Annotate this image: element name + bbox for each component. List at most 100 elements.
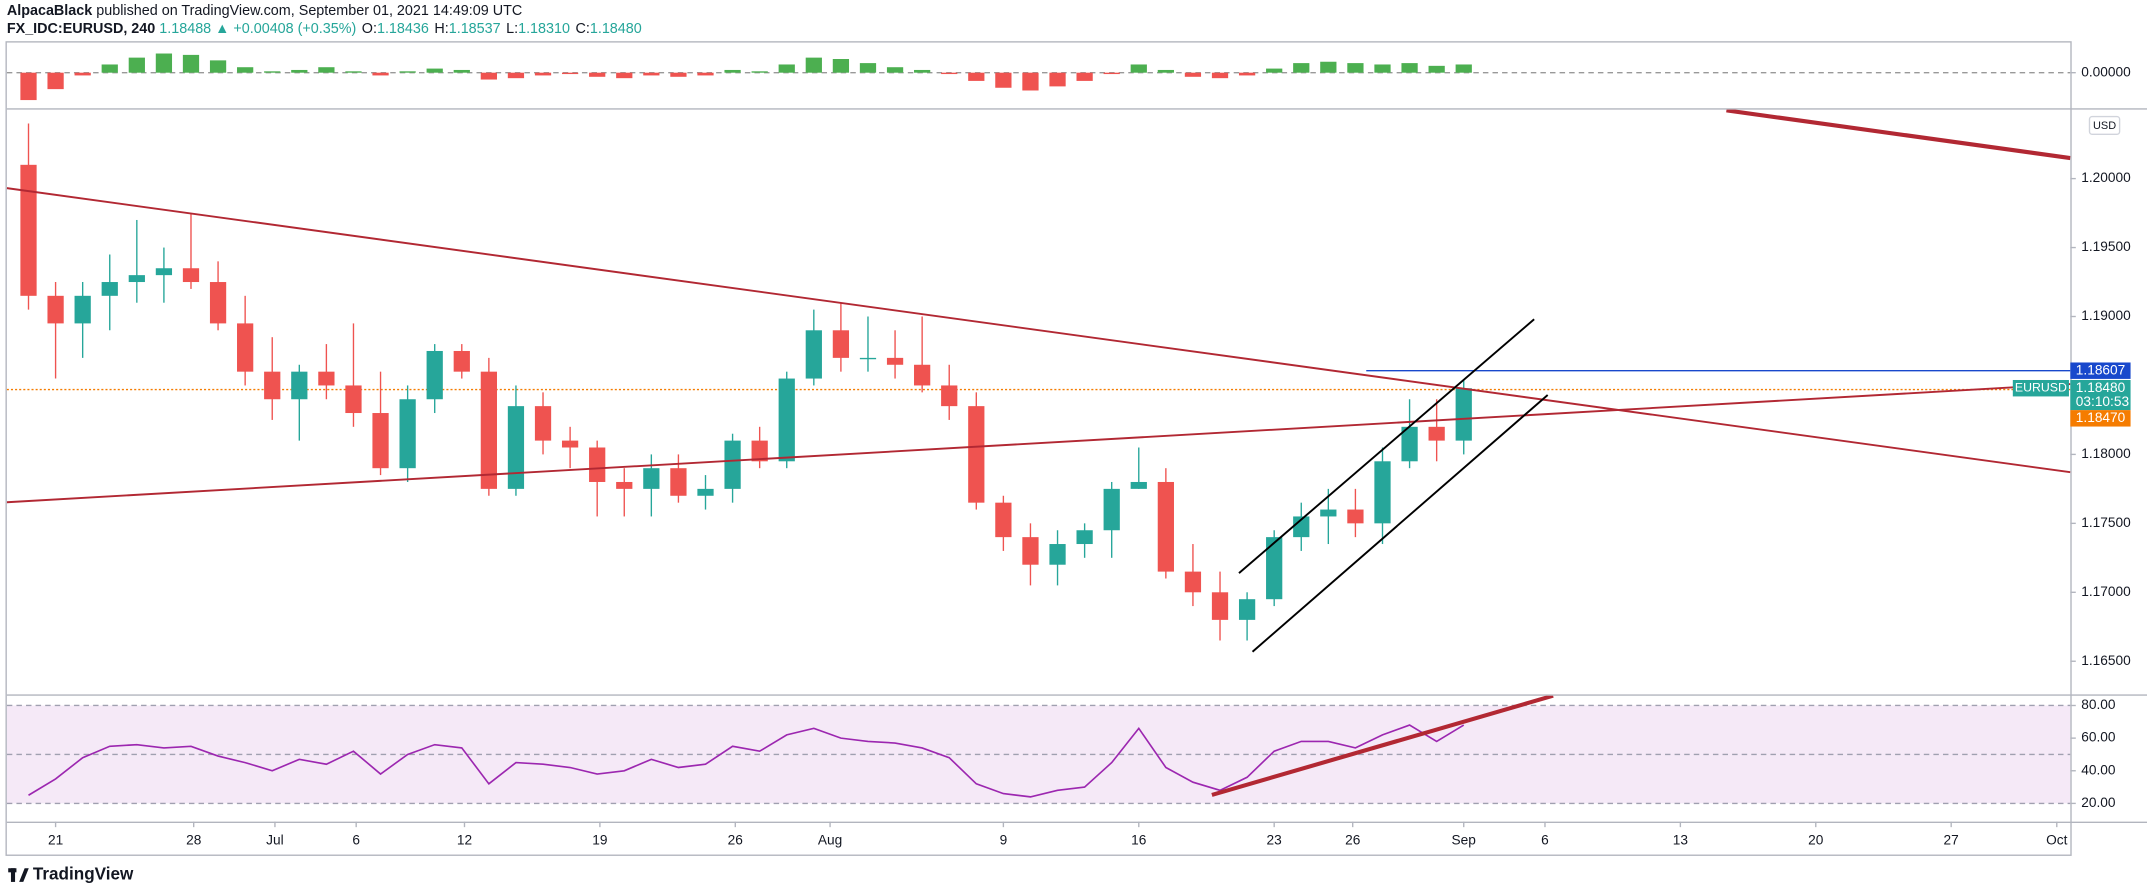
candle-body: [805, 330, 822, 379]
histogram-bar: [914, 69, 931, 73]
x-tick-label: 16: [1131, 832, 1147, 847]
histogram-bar: [751, 71, 768, 73]
candle-body: [1022, 537, 1039, 565]
candle-body: [914, 364, 931, 386]
candle-body: [534, 406, 552, 441]
candle-body: [209, 282, 227, 324]
candle-body: [1103, 488, 1120, 531]
histogram-bar: [453, 69, 470, 73]
candle-body: [264, 371, 281, 400]
candle-body: [1293, 516, 1310, 538]
candle-body: [1238, 599, 1256, 620]
price-label-box: [2070, 410, 2131, 427]
symbol-tag-label: EURUSD: [2015, 380, 2067, 394]
candle-body: [47, 295, 64, 324]
candle-body: [1130, 481, 1147, 489]
histogram-bar: [426, 68, 443, 73]
symbol-line: FX_IDC:EURUSD, 240 1.18488 ▲ +0.00408 (+…: [7, 21, 642, 37]
histogram-bar: [589, 72, 606, 77]
candle-body: [237, 323, 254, 372]
price-label: 1.18480: [2076, 380, 2126, 395]
histogram-bar: [182, 54, 200, 73]
histogram-bar: [886, 67, 904, 73]
symbol-tag: [2012, 379, 2069, 397]
histogram-bar: [616, 72, 633, 79]
candle-body: [670, 468, 687, 496]
footer-brand: TradingView: [33, 865, 134, 884]
x-tick-label: Oct: [2046, 832, 2067, 847]
y-tick-label: 80.00: [2081, 697, 2116, 712]
logo: [8, 868, 29, 882]
histogram-bar: [128, 57, 145, 73]
symbol: FX_IDC:EURUSD, 240: [7, 21, 155, 37]
y-tick-label: 1.20000: [2081, 170, 2131, 185]
pane: [6, 53, 2071, 101]
candle-body: [318, 371, 335, 386]
x-tick-label: 28: [186, 832, 202, 847]
candle-body: [616, 481, 633, 489]
x-tick-label: 27: [1944, 832, 1959, 847]
x-tick-label: 26: [1345, 832, 1361, 847]
histogram-bar: [995, 72, 1012, 88]
x-tick-label: 20: [1808, 832, 1824, 847]
candle-body: [1184, 571, 1202, 593]
candle-body: [778, 378, 795, 462]
ohlc-value: 1.18537: [449, 21, 501, 37]
logo-part: [19, 868, 29, 882]
ohlc-key: O:: [362, 21, 377, 37]
candle-body: [155, 268, 173, 276]
candle-body: [372, 413, 389, 469]
candle-body: [1076, 530, 1093, 545]
trend-line: [1251, 394, 1549, 653]
trend-line: [6, 383, 2071, 504]
ohlc-key: C:: [575, 21, 589, 37]
frame: [5, 41, 2072, 856]
histogram-bar: [1076, 72, 1093, 81]
candle-body: [74, 295, 91, 324]
author: AlpacaBlack: [7, 3, 92, 19]
y-tick-label: 1.17000: [2081, 584, 2131, 599]
histogram-bar: [561, 72, 579, 75]
candle-body: [643, 468, 660, 489]
pane: [6, 695, 2071, 805]
candle-body: [589, 447, 606, 482]
histogram-bar: [1455, 64, 1472, 73]
histogram-bar: [941, 72, 958, 75]
x-tick-label: Jul: [266, 832, 284, 847]
histogram-bar: [1374, 64, 1391, 73]
candle-body: [20, 164, 37, 296]
candle-body: [101, 282, 118, 296]
price-label-box: [2070, 379, 2131, 411]
histogram-bar: [805, 57, 822, 73]
candle-body: [507, 406, 525, 489]
y-tick-label: 1.19000: [2081, 308, 2131, 323]
publisher: AlpacaBlack published on TradingView.com…: [7, 3, 522, 19]
x-tick-label: Aug: [818, 832, 842, 847]
histogram-bar: [237, 67, 254, 73]
candle-body: [1347, 509, 1364, 524]
histogram-bar: [507, 72, 525, 79]
price-label-box: [2070, 362, 2131, 379]
histogram-bar: [264, 71, 281, 73]
candle-body: [886, 357, 904, 365]
pane: [6, 109, 2071, 653]
candle-body: [1428, 426, 1445, 441]
histogram-bar: [1266, 68, 1283, 73]
histogram-bar: [1130, 64, 1147, 73]
trend-line: [1238, 318, 1535, 574]
y-tick-label: 0.00000: [2081, 64, 2131, 79]
candle-body: [1049, 544, 1066, 565]
x-tick-label: 9: [1000, 832, 1008, 847]
published: published on TradingView.com, September …: [96, 3, 522, 19]
histogram-bar: [1184, 72, 1202, 77]
histogram-bar: [643, 72, 660, 76]
x-tick-label: 6: [352, 832, 360, 847]
currency: USD: [2093, 120, 2116, 132]
rsi-line: [28, 724, 1465, 798]
y-tick-label: 20.00: [2081, 795, 2116, 810]
histogram-bar: [345, 71, 362, 73]
price-label: 1.18607: [2076, 362, 2125, 377]
x-tick-label: 19: [592, 832, 607, 847]
histogram-bar: [480, 72, 497, 80]
